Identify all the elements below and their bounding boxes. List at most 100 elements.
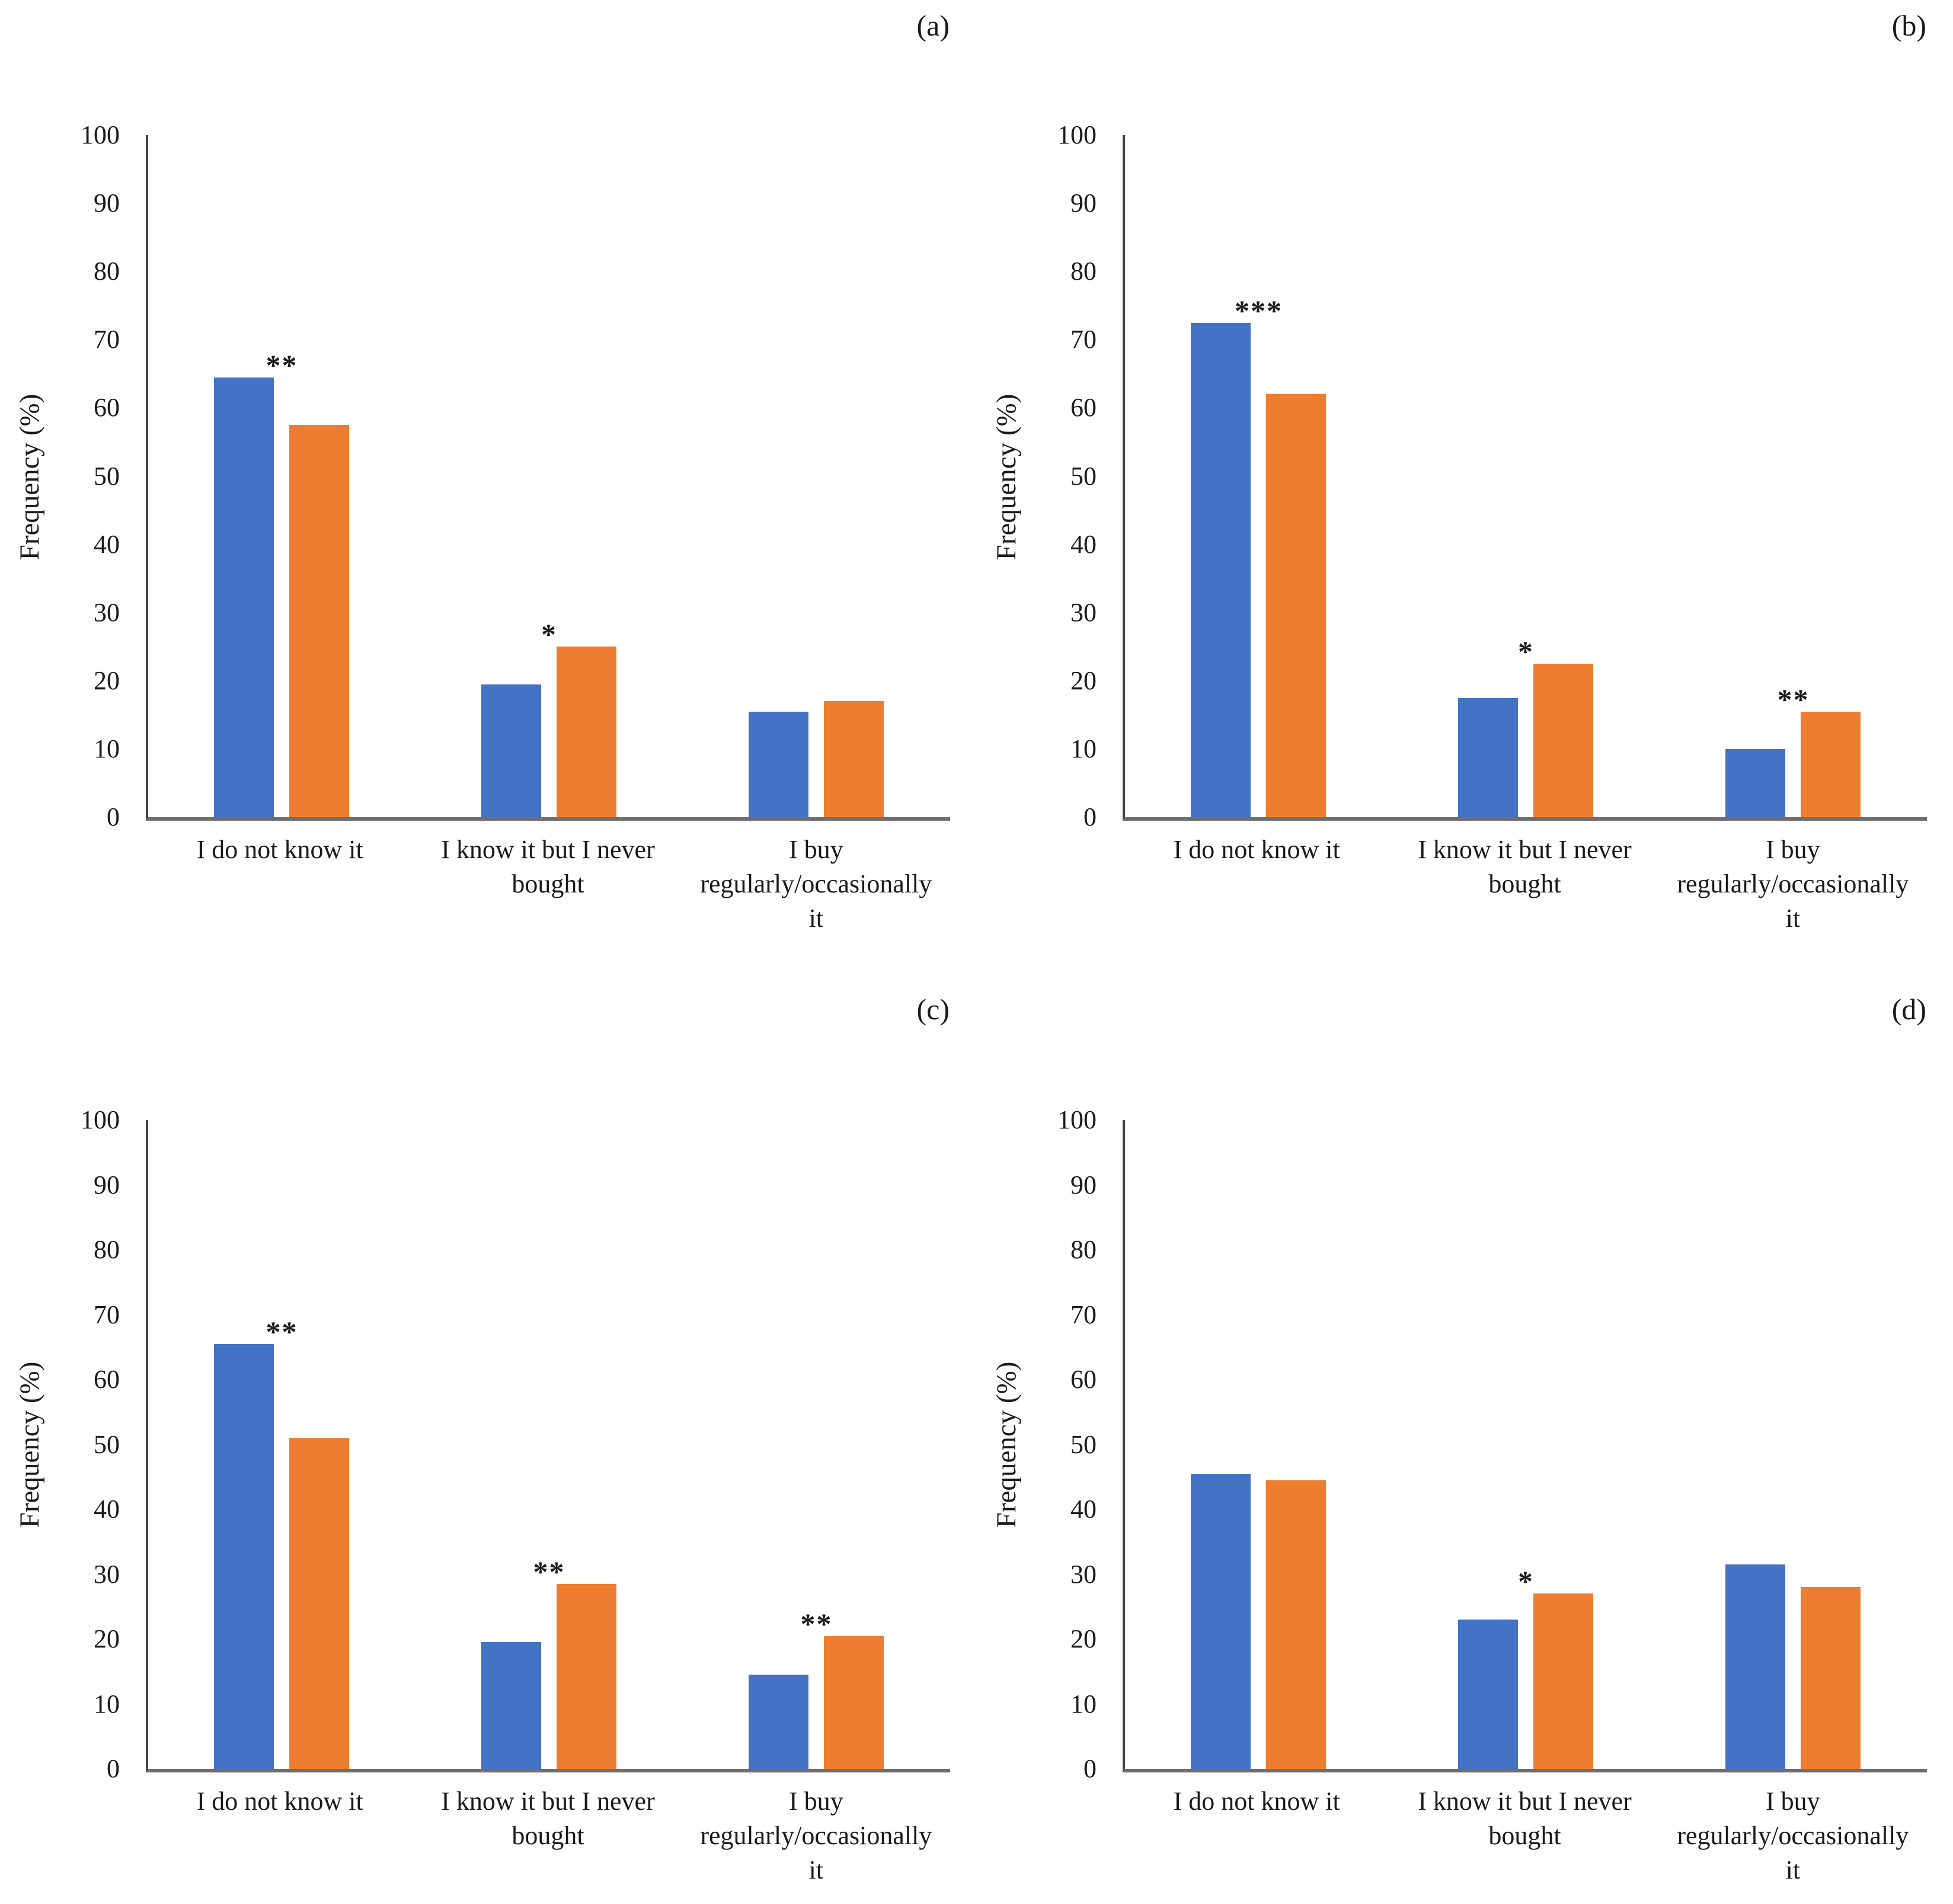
bar-series-1-blue [749, 1675, 809, 1769]
y-tick-label: 20 [1070, 665, 1097, 695]
bar-series-2-orange [1801, 1587, 1861, 1769]
bar-series-1-blue [214, 1343, 274, 1769]
y-tick-label: 10 [94, 1689, 120, 1719]
significance-stars: *** [1234, 293, 1283, 327]
category-group: ** [148, 1120, 415, 1769]
y-axis-ticks: 0 10 20 30 40 50 60 70 80 90 100 [977, 1107, 1097, 1782]
y-tick-label: 80 [94, 257, 120, 286]
bar-series-2-orange [1533, 1593, 1594, 1769]
y-tick-label: 70 [1070, 1300, 1097, 1329]
x-category-label: I buy regularly/occasionally it [700, 835, 932, 933]
y-tick-label: 100 [1057, 120, 1097, 149]
panel-d: (d) Frequency (%) 0 10 20 30 40 50 60 70 80 90 100… [977, 948, 1953, 1904]
y-tick-label: 50 [1070, 1429, 1097, 1459]
x-category-label: I buy regularly/occasionally it [1677, 835, 1909, 933]
y-tick-label: 50 [94, 461, 120, 491]
significance-stars: * [1517, 1564, 1534, 1598]
y-tick-label: 0 [1083, 1754, 1097, 1783]
panel-label-d: (d) [1891, 993, 1926, 1026]
significance-stars: ** [266, 348, 298, 382]
y-tick-label: 20 [94, 1624, 120, 1653]
bar-chart-b: 0 10 20 30 40 50 60 70 80 90 100 *** * ** I do not kno… [977, 0, 1953, 948]
y-tick-label: 80 [1070, 257, 1097, 286]
panel-c: (c) Frequency (%) 0 10 20 30 40 50 60 70 80 90 100… [0, 948, 976, 1904]
bar-series-1-blue [481, 1642, 542, 1769]
y-tick-label: 90 [1070, 1170, 1097, 1199]
panel-label-c: (c) [916, 993, 950, 1026]
category-group: * [1392, 135, 1660, 817]
y-tick-label: 30 [94, 1559, 120, 1589]
bar-series-1-blue [1191, 322, 1251, 817]
bar-series-2-orange [1801, 711, 1861, 817]
plot-area: * [1123, 1120, 1927, 1772]
y-tick-label: 70 [94, 325, 120, 354]
y-tick-label: 90 [1070, 188, 1097, 218]
y-tick-label: 90 [94, 188, 120, 218]
plot-area: ****** [1123, 135, 1927, 821]
y-tick-label: 70 [94, 1300, 120, 1329]
y-tick-label: 40 [1070, 529, 1097, 559]
bar-series-1-blue [214, 377, 274, 817]
panel-b: (b) Frequency (%) 0 10 20 30 40 50 60 70 80 90 100… [977, 0, 1953, 948]
panel-label-b: (b) [1891, 9, 1926, 42]
bar-series-1-blue [1725, 748, 1786, 817]
y-tick-label: 30 [1070, 1559, 1097, 1589]
bar-series-1-blue [1191, 1473, 1251, 1769]
bar-series-1-blue [481, 684, 542, 817]
bar-series-2-orange [557, 1583, 617, 1769]
category-group: * [1392, 1120, 1660, 1769]
y-tick-label: 100 [1057, 1105, 1097, 1134]
category-group [683, 135, 950, 817]
bar-chart-a: 0 10 20 30 40 50 60 70 80 90 100 ** * I do not know i… [0, 0, 976, 948]
y-tick-label: 20 [94, 665, 120, 695]
category-group: * [415, 135, 683, 817]
category-group [1125, 1120, 1392, 1769]
category-group: ** [683, 1120, 950, 1769]
bar-chart-c: 0 10 20 30 40 50 60 70 80 90 100 ** ** ** I do not kno… [0, 948, 976, 1904]
significance-stars: * [541, 617, 557, 651]
panel-label-a: (a) [916, 9, 950, 42]
y-tick-label: 10 [1070, 1689, 1097, 1719]
bar-series-2-orange [557, 647, 617, 817]
bar-series-1-blue [1458, 1620, 1519, 1769]
y-axis-ticks: 0 10 20 30 40 50 60 70 80 90 100 [977, 122, 1097, 830]
y-tick-label: 10 [94, 734, 120, 763]
y-tick-label: 80 [94, 1235, 120, 1264]
y-tick-label: 20 [1070, 1624, 1097, 1653]
y-tick-label: 60 [1070, 1365, 1097, 1394]
significance-stars: ** [800, 1607, 833, 1640]
significance-stars: * [1517, 635, 1534, 668]
bar-chart-d: 0 10 20 30 40 50 60 70 80 90 100 * I do not know it I… [977, 948, 1953, 1904]
category-group: ** [415, 1120, 683, 1769]
y-tick-label: 0 [107, 802, 120, 831]
y-tick-label: 0 [1083, 802, 1097, 831]
bar-series-1-blue [749, 711, 809, 817]
x-category-label: I know it but I never bought [1418, 1787, 1632, 1851]
y-tick-label: 100 [81, 1105, 120, 1134]
y-tick-label: 40 [1070, 1495, 1097, 1524]
bar-series-2-orange [1533, 664, 1594, 817]
y-tick-label: 90 [94, 1170, 120, 1199]
y-tick-label: 80 [1070, 1235, 1097, 1264]
bar-series-1-blue [1458, 697, 1519, 817]
y-tick-label: 60 [1070, 393, 1097, 423]
panel-a: (a) Frequency (%) 0 10 20 30 40 50 60 70 80 90 100… [0, 0, 976, 948]
category-group [1660, 1120, 1927, 1769]
x-category-label: I do not know it [196, 835, 363, 864]
y-axis-ticks: 0 10 20 30 40 50 60 70 80 90 100 [0, 122, 120, 830]
x-category-label: I do not know it [1173, 835, 1340, 864]
bar-series-2-orange [1266, 1480, 1326, 1769]
x-category-label: I do not know it [1173, 1787, 1340, 1816]
bar-series-2-orange [1266, 394, 1326, 817]
y-tick-label: 30 [94, 597, 120, 627]
significance-stars: ** [266, 1314, 298, 1348]
y-tick-label: 30 [1070, 597, 1097, 627]
bar-series-2-orange [289, 425, 350, 817]
category-group: *** [1125, 135, 1392, 817]
x-category-label: I know it but I never bought [1418, 835, 1632, 899]
y-tick-label: 60 [94, 393, 120, 423]
bar-series-2-orange [824, 1636, 884, 1769]
x-category-label: I buy regularly/occasionally it [1677, 1787, 1909, 1885]
y-tick-label: 100 [81, 120, 120, 149]
